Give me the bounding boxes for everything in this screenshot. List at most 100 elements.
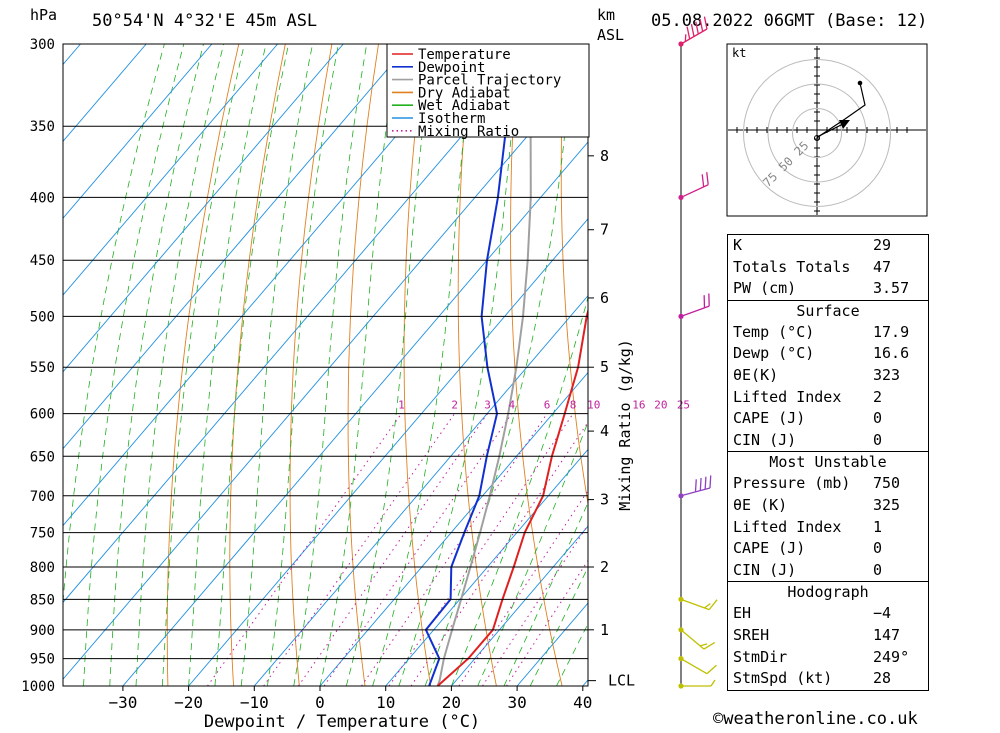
- isotherm: [0, 44, 15, 686]
- surface-cape-label: CAPE (J): [733, 409, 806, 428]
- height-tick-label: 5: [600, 358, 609, 376]
- wind-barb: [678, 293, 710, 319]
- asl-label: ASL: [597, 26, 625, 44]
- storm-motion-vector: [816, 122, 846, 138]
- pressure-tick-label: 450: [30, 253, 55, 269]
- x-axis-title: Dewpoint / Temperature (°C): [204, 712, 480, 732]
- pressure-tick-label: 950: [30, 652, 55, 668]
- mixing-ratio-line: [482, 523, 588, 686]
- km-label: km: [597, 6, 616, 24]
- hodograph-unit-label: kt: [732, 46, 746, 60]
- pressure-tick-label: 1000: [21, 679, 55, 695]
- stmdir-label: StmDir: [733, 647, 788, 666]
- isotherm: [385, 448, 588, 686]
- mixing-ratio-label: 20: [654, 399, 667, 412]
- isotherm: [63, 64, 588, 680]
- mu-cin-label: CIN (J): [733, 560, 797, 579]
- wet-adiabat: [293, 44, 368, 686]
- sreh-label: SREH: [733, 625, 770, 644]
- wind-barb: [678, 475, 712, 499]
- mixing-ratio-line: [298, 413, 488, 686]
- surface-section: Surface Temp (°C) 17.9 Dewp (°C) 16.6 θE(K…: [728, 299, 928, 452]
- hodograph-top-point: [857, 80, 863, 86]
- surface-temp-label: Temp (°C): [733, 322, 815, 341]
- k-index-row: K 29: [728, 235, 928, 257]
- credit-link[interactable]: ©weatheronline.co.uk: [713, 709, 918, 729]
- mixing-ratio-line: [207, 413, 402, 686]
- wet-adiabat: [503, 501, 588, 686]
- surface-theta-value: 323: [873, 365, 901, 384]
- x-tick-label: 30: [507, 693, 526, 712]
- surface-theta-row: θE(K) 323: [728, 365, 928, 387]
- pressure-tick-label: 750: [30, 526, 55, 542]
- pressure-tick-label: 800: [30, 560, 55, 576]
- hodograph-ring: [743, 59, 891, 207]
- isotherm: [253, 295, 588, 686]
- isotherm: [319, 371, 588, 686]
- mixing-ratio-line: [323, 413, 513, 686]
- mu-theta-row: θE (K) 325: [728, 495, 928, 517]
- mu-cape-value: 0: [873, 539, 883, 558]
- k-value: 29: [873, 236, 892, 254]
- surface-li-label: Lifted Index: [733, 387, 842, 406]
- pressure-tick-label: 850: [30, 592, 55, 608]
- pw-row: PW (cm) 3.57: [728, 278, 928, 300]
- wet-adiabat: [529, 566, 588, 686]
- height-tick-label: 3: [600, 491, 609, 509]
- mu-theta-value: 325: [873, 495, 901, 514]
- mixing-ratio-label: 16: [632, 399, 645, 412]
- height-tick-label: 8: [600, 147, 609, 165]
- mu-theta-label: θE (K): [733, 495, 788, 514]
- hodograph-ring: [792, 108, 842, 158]
- dry-adiabat: [289, 44, 333, 686]
- pressure-tick-label: 500: [30, 309, 55, 325]
- surface-temp-row: Temp (°C) 17.9: [728, 322, 928, 344]
- wet-adiabat: [83, 44, 185, 686]
- isotherm: [63, 44, 213, 219]
- parcel-trajectory-line: [436, 44, 532, 686]
- dewpoint-line: [424, 44, 508, 686]
- x-tick-label: 10: [376, 693, 395, 712]
- x-tick-label: −30: [108, 693, 137, 712]
- x-tick-label: 40: [573, 693, 592, 712]
- height-tick-label: 1: [600, 621, 609, 639]
- isotherm: [122, 141, 588, 686]
- wet-adiabat: [267, 44, 339, 686]
- x-tick-label: 0: [315, 693, 325, 712]
- height-tick-label: 6: [600, 289, 609, 307]
- hodograph-section: Hodograph EH −4 SREH 147 StmDir 249° StmSpd…: [728, 581, 928, 689]
- mixing-ratio-label: 8: [570, 399, 577, 412]
- eh-row: EH −4: [728, 603, 928, 625]
- legend-label: Dry Adiabat: [418, 85, 511, 101]
- indices-table: K 29 Totals Totals 47 PW (cm) 3.57 Surface …: [727, 234, 929, 691]
- location-title: 50°54'N 4°32'E 45m ASL: [92, 11, 318, 31]
- eh-label: EH: [733, 604, 752, 623]
- mixing-ratio-label: 2: [451, 399, 458, 412]
- isotherm: [63, 44, 147, 143]
- general-indices: K 29 Totals Totals 47 PW (cm) 3.57: [728, 235, 928, 300]
- surface-cape-value: 0: [873, 409, 883, 428]
- temperature-line: [436, 307, 588, 686]
- dry-adiabat: [937, 44, 1000, 686]
- legend-label: Wet Adiabat: [418, 98, 511, 114]
- wet-adiabat: [477, 421, 588, 686]
- legend-label: Dewpoint: [418, 60, 485, 76]
- wind-barb: [678, 596, 718, 611]
- mixing-ratio-label: 10: [587, 399, 600, 412]
- wet-adiabat: [135, 44, 225, 686]
- wind-barb: [678, 627, 716, 650]
- surface-title: Surface: [796, 301, 860, 320]
- pressure-tick-label: 550: [30, 360, 55, 376]
- height-tick-label: 2: [600, 558, 609, 576]
- surface-cape-row: CAPE (J) 0: [728, 408, 928, 430]
- mixing-ratio-label: 3: [484, 399, 491, 412]
- surface-dewp-value: 16.6: [873, 344, 910, 363]
- surface-cin-row: CIN (J) 0: [728, 430, 928, 452]
- stmdir-row: StmDir 249°: [728, 647, 928, 669]
- x-tick-label: 20: [442, 693, 461, 712]
- y2-axis-title: Mixing Ratio (g/kg): [616, 339, 634, 511]
- legend-label: Temperature: [418, 47, 511, 63]
- surface-dewp-row: Dewp (°C) 16.6: [728, 343, 928, 365]
